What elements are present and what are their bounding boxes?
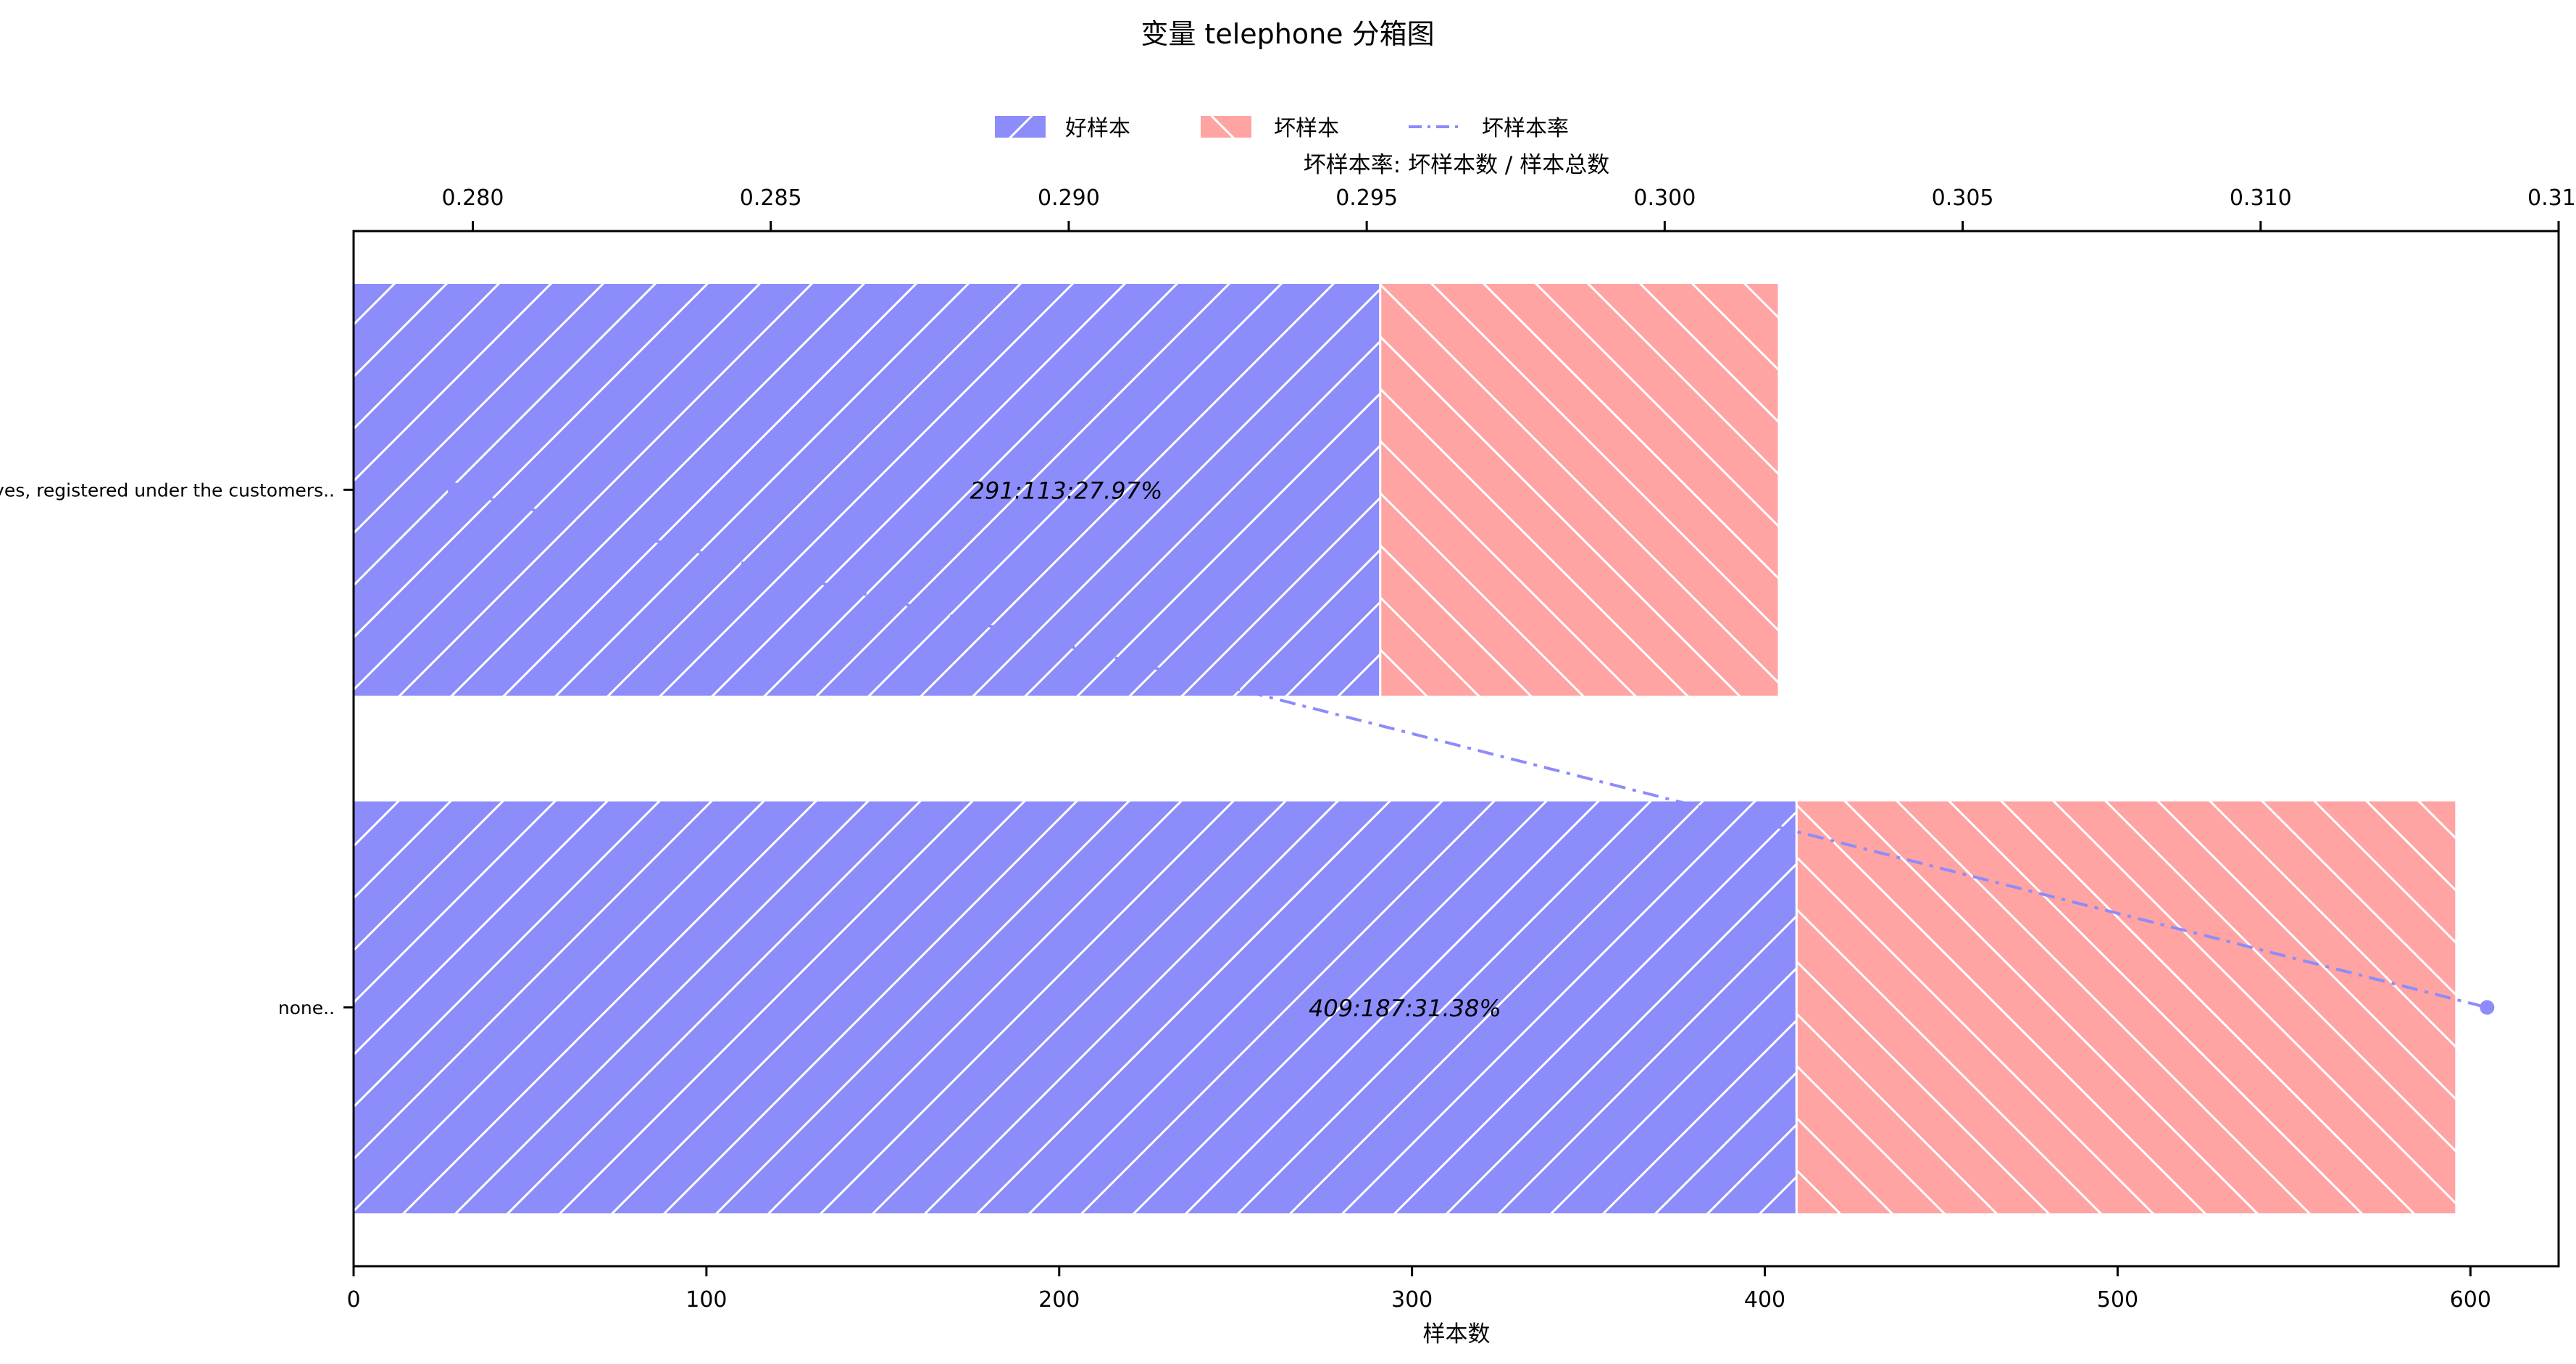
x2-tick-label-4: 0.300: [1633, 185, 1696, 211]
x2-tick-label-5: 0.305: [1932, 185, 1994, 211]
x2-tick-label-0: 0.280: [442, 185, 504, 211]
x-axis: 0 100 200 300 400 500 600: [346, 1266, 2491, 1313]
plot-area: 291:113:27.97% 409:187:31.38%: [352, 281, 2495, 1216]
y-tick-label-1: none..: [278, 997, 335, 1018]
x2-tick-label-2: 0.290: [1038, 185, 1100, 211]
bar-bad-0: [1379, 281, 1780, 698]
legend-swatch-bad: [1201, 116, 1251, 138]
x-tick-label-1: 100: [685, 1287, 727, 1313]
plot-frame: [352, 230, 2560, 1268]
bar-label-1: 409:187:31.38%: [1309, 995, 1501, 1022]
bar-label-0: 291:113:27.97%: [970, 477, 1163, 504]
rate-line: [454, 488, 2488, 1009]
top-axis: 0.280 0.285 0.290 0.295 0.300 0.305 0.310 0.315: [442, 185, 2576, 231]
legend-label-bad: 坏样本: [1274, 116, 1339, 141]
x2-tick-label-7: 0.315: [2527, 185, 2576, 211]
x2-tick-label-1: 0.285: [740, 185, 802, 211]
x2-tick-label-3: 0.295: [1335, 185, 1398, 211]
rate-point-1: [2480, 1000, 2495, 1015]
x2-tick-label-6: 0.310: [2230, 185, 2292, 211]
x-tick-label-0: 0: [346, 1287, 360, 1313]
bar-bad-1: [1795, 799, 2458, 1216]
bar-good-0: [352, 281, 1382, 698]
y-tick-label-0: yes, registered under the customers..: [0, 480, 335, 501]
x-tick-label-4: 400: [1744, 1287, 1785, 1313]
top-axis-label: 坏样本率: 坏样本数 / 样本总数: [1304, 152, 1609, 178]
rate-point-0: [447, 482, 462, 498]
x-tick-label-2: 200: [1038, 1287, 1080, 1313]
legend: 好样本 坏样本 坏样本率: [995, 116, 1569, 141]
x-tick-label-5: 500: [2097, 1287, 2138, 1313]
legend-swatch-good: [995, 116, 1046, 138]
x-axis-label: 样本数: [1423, 1321, 1491, 1347]
y-axis: yes, registered under the customers.. non…: [0, 480, 354, 1018]
bar-good-1: [352, 799, 1798, 1216]
x-tick-label-3: 300: [1391, 1287, 1433, 1313]
legend-label-good: 好样本: [1065, 116, 1130, 141]
legend-label-rate: 坏样本率: [1482, 116, 1569, 141]
x-tick-label-6: 600: [2450, 1287, 2491, 1313]
chart-title: 变量 telephone 分箱图: [1141, 18, 1434, 50]
